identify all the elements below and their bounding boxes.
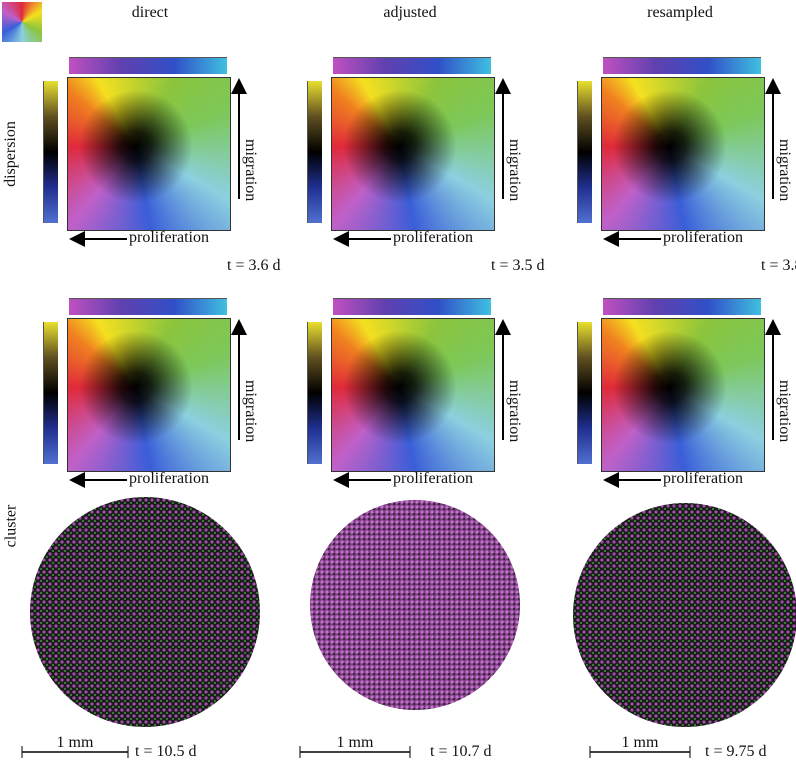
time-label: t = 3.5 d — [491, 257, 545, 274]
x-axis-label: proliferation — [663, 229, 743, 246]
histogram — [307, 322, 322, 464]
colormap-panel — [67, 318, 231, 472]
scale-bar-label: 1 mm — [621, 734, 659, 751]
histogram — [603, 298, 761, 315]
histogram — [603, 57, 761, 74]
histogram — [43, 322, 58, 464]
cell-cluster — [30, 497, 260, 727]
time-label: t = 10.5 d — [135, 743, 197, 760]
colormap-panel — [331, 318, 495, 472]
y-axis-label: migration — [242, 139, 259, 202]
histogram — [69, 298, 227, 315]
cell-cluster — [573, 503, 796, 727]
colormap-panel — [67, 77, 231, 231]
y-axis-label: migration — [506, 380, 523, 443]
histogram — [43, 81, 58, 223]
column-title: direct — [131, 4, 169, 21]
y-axis-label: migration — [506, 139, 523, 202]
time-label: t = 3.6 d — [227, 257, 281, 274]
time-label: t = 3.8 d — [761, 257, 796, 274]
x-axis-label: proliferation — [393, 229, 473, 246]
scale-bar-label: 1 mm — [56, 734, 94, 751]
histogram — [577, 81, 592, 223]
colormap-panel — [601, 318, 765, 472]
row-label: cluster — [2, 504, 20, 548]
y-axis-label: migration — [776, 380, 793, 443]
x-axis-label: proliferation — [663, 470, 743, 487]
colormap-panel — [601, 77, 765, 231]
cell-cluster — [310, 500, 520, 710]
histogram — [333, 57, 491, 74]
x-axis-label: proliferation — [129, 229, 209, 246]
colormap-panel — [331, 77, 495, 231]
x-axis-label: proliferation — [393, 470, 473, 487]
scale-bar-label: 1 mm — [336, 734, 374, 751]
y-axis-label: migration — [242, 380, 259, 443]
row-label: dispersion — [1, 121, 19, 187]
x-axis-label: proliferation — [129, 470, 209, 487]
time-label: t = 10.7 d — [430, 743, 492, 760]
histogram — [69, 57, 227, 74]
column-title: resampled — [647, 4, 713, 21]
column-title: adjusted — [383, 4, 437, 21]
histogram — [577, 322, 592, 464]
histogram — [307, 81, 322, 223]
histogram — [333, 298, 491, 315]
time-label: t = 9.75 d — [705, 743, 767, 760]
colormap-icon — [2, 2, 42, 42]
y-axis-label: migration — [776, 139, 793, 202]
